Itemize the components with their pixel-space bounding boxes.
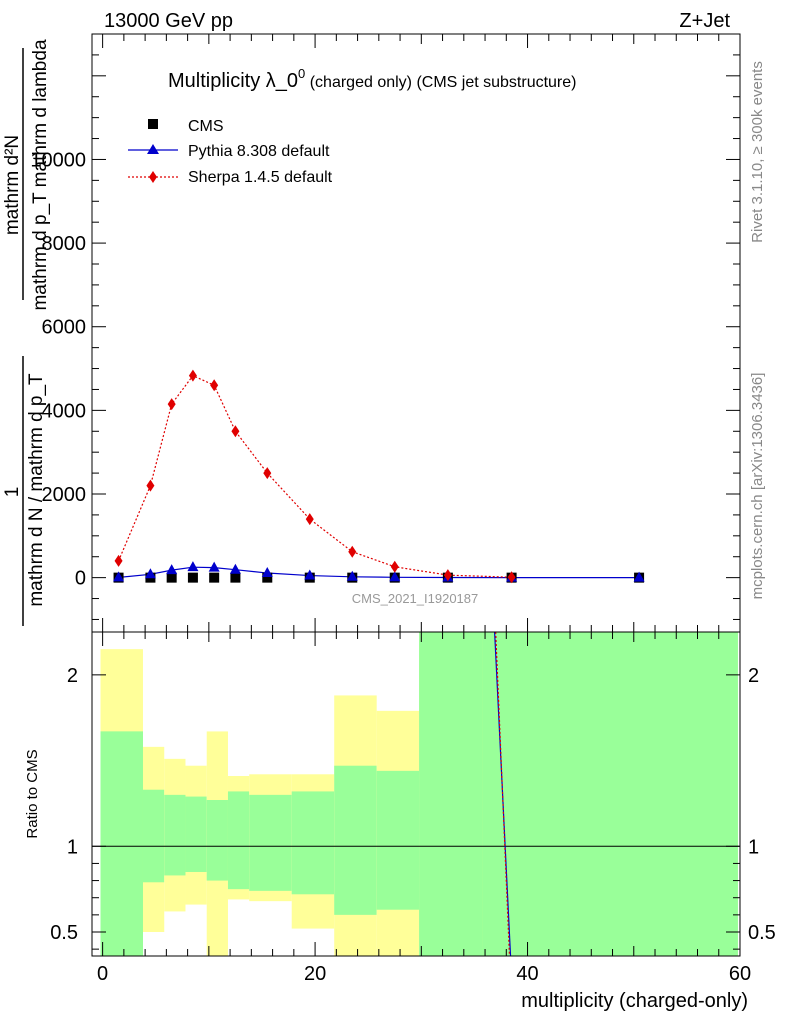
- legend-pythia-marker: [147, 144, 159, 154]
- ratio-band-inner-6: [249, 794, 292, 891]
- ratio-band-inner-full-10: [419, 632, 483, 956]
- plot-title-sup: 0: [298, 66, 305, 81]
- sherpa-point-3: [188, 369, 197, 382]
- sherpa-point-0: [114, 554, 123, 567]
- ylabel-denominator2: mathrm d p_T mathrm d lambda: [30, 39, 51, 310]
- ratio-band-inner-3: [185, 796, 207, 872]
- cms-point-2: [166, 572, 177, 583]
- main-ytick-label-1: 2000: [42, 484, 87, 506]
- ratio-ytick-label-right-1: 1: [748, 836, 759, 858]
- pythia-point-4: [208, 561, 220, 572]
- main-ytick-label-0: 0: [75, 568, 86, 590]
- x-axis-label: multiplicity (charged-only): [521, 990, 748, 1012]
- main-series: [113, 369, 645, 584]
- legend-cms-label: CMS: [188, 118, 224, 135]
- ratio-axis-ticks: 0.5 0.5 1 1 2 2: [50, 665, 776, 950]
- ratio-band-inner-5: [227, 791, 250, 890]
- energy-label: 13000 GeV pp: [104, 10, 233, 32]
- cms-point-6: [262, 572, 273, 583]
- legend-sherpa-marker: [149, 171, 157, 183]
- sherpa-point-2: [167, 398, 176, 411]
- legend: CMS Pythia 8.308 default Sherpa 1.4.5 de…: [128, 118, 333, 186]
- main-ytick-label-5: 10000: [30, 149, 86, 171]
- mcplots-label: mcplots.cern.ch [arXiv:1306.3436]: [749, 373, 766, 600]
- ratio-line-0: [494, 631, 512, 957]
- main-ytick-label-2: 4000: [42, 400, 87, 422]
- ratio-y-axis-label: Ratio to CMS: [24, 749, 41, 838]
- ratio-band-inner-2: [164, 794, 186, 876]
- analysis-label: CMS_2021_I1920187: [352, 591, 479, 606]
- ratio-ytick-label-left-2: 2: [67, 665, 78, 687]
- cms-point-3: [187, 572, 198, 583]
- ratio-band-inner-9: [376, 770, 420, 910]
- sherpa-point-5: [231, 425, 240, 438]
- pythia-point-2: [166, 564, 178, 575]
- ratio-ytick-label-right-2: 2: [748, 665, 759, 687]
- pythia-point-5: [229, 563, 241, 574]
- pythia-point-7: [304, 569, 316, 580]
- ylabel-denominator: mathrm d N / mathrm d p_T: [26, 373, 47, 607]
- ratio-band-inner-4: [206, 800, 228, 881]
- plot-title-main: Multiplicity λ_0: [168, 70, 298, 92]
- ylabel-numerator2: mathrm d²N: [2, 135, 23, 235]
- pythia-point-6: [261, 567, 273, 578]
- sherpa-point-7: [305, 513, 314, 526]
- pythia-point-0: [113, 571, 125, 582]
- pythia-point-1: [144, 568, 156, 579]
- legend-sherpa-label: Sherpa 1.4.5 default: [188, 169, 333, 186]
- main-axis-ticks: 0 2000 4000 6000 8000 10000: [30, 33, 740, 620]
- ratio-band-inner-7: [291, 791, 335, 895]
- legend-pythia-label: Pythia 8.308 default: [188, 143, 330, 160]
- ylabel-numerator: 1: [2, 487, 23, 498]
- sherpa-point-1: [146, 479, 155, 492]
- process-label: Z+Jet: [679, 10, 730, 32]
- ratio-band-inner-8: [334, 765, 377, 915]
- ratio-ytick-label-right-0: 0.5: [748, 922, 776, 944]
- legend-cms-marker: [148, 119, 158, 129]
- ratio-band-inner-full-11: [482, 632, 738, 956]
- sherpa-point-8: [348, 545, 357, 558]
- pythia-point-9: [389, 571, 401, 582]
- main-ytick-label-4: 8000: [42, 233, 87, 255]
- series-line-2: [118, 374, 512, 578]
- main-ytick-label-3: 6000: [42, 317, 87, 339]
- xtick-label-3: 60: [729, 963, 751, 985]
- sherpa-point-6: [263, 467, 272, 480]
- ratio-frame: [91, 631, 741, 957]
- cms-point-4: [209, 572, 220, 583]
- ratio-band-inner-1: [142, 789, 165, 883]
- plot-title-tail: (charged only) (CMS jet substructure): [305, 74, 576, 91]
- x-axis-ticks: 0 20 40 60: [97, 34, 751, 985]
- rivet-label: Rivet 3.1.10, ≥ 300k events: [749, 61, 766, 243]
- plot-title: Multiplicity λ_00 (charged only) (CMS je…: [168, 66, 576, 92]
- xtick-label-1: 20: [304, 963, 326, 985]
- pythia-point-12: [633, 571, 645, 582]
- sherpa-point-9: [390, 560, 399, 573]
- pythia-point-3: [187, 561, 199, 572]
- ratio-series-lines: [494, 631, 512, 957]
- sherpa-point-4: [210, 379, 219, 392]
- ratio-uncertainty-bands: [100, 632, 738, 956]
- xtick-label-0: 0: [97, 963, 108, 985]
- cms-point-5: [230, 572, 241, 583]
- ratio-band-inner-full-0: [100, 731, 143, 956]
- ratio-ytick-label-left-1: 1: [67, 836, 78, 858]
- pythia-point-8: [346, 570, 358, 581]
- ratio-ytick-label-left-0: 0.5: [50, 922, 78, 944]
- main-y-axis-label: 1 mathrm d N / mathrm d p_T mathrm d²N m…: [2, 39, 51, 626]
- sherpa-point-10: [443, 569, 452, 582]
- sherpa-point-11: [507, 571, 516, 584]
- xtick-label-2: 40: [516, 963, 538, 985]
